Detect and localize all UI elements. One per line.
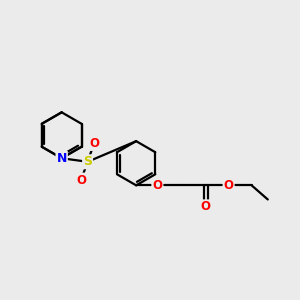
Text: O: O [89,137,99,150]
Text: O: O [224,179,234,192]
Text: S: S [83,155,92,168]
Text: O: O [152,179,162,192]
Text: N: N [56,152,67,165]
Text: O: O [76,173,86,187]
Text: O: O [201,200,211,213]
